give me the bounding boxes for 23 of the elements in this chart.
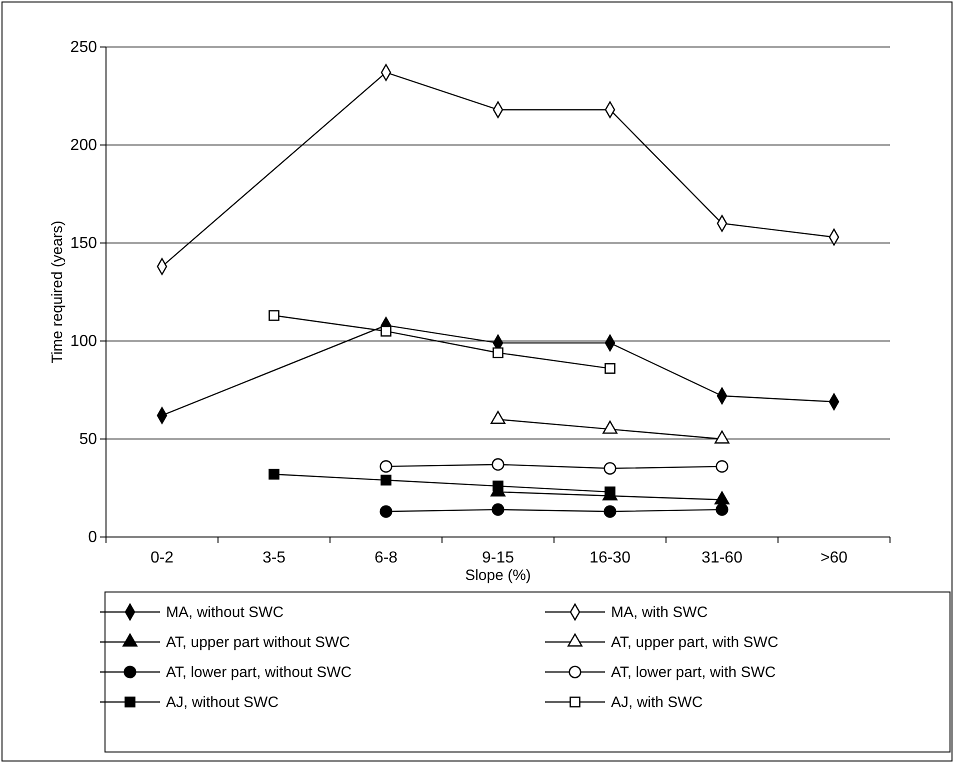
x-tick-label: >60 bbox=[820, 549, 848, 566]
y-tick-label: 250 bbox=[70, 39, 98, 56]
legend-label: MA, without SWC bbox=[166, 604, 284, 621]
y-tick-label: 200 bbox=[70, 137, 98, 154]
x-tick-label: 16-30 bbox=[590, 549, 631, 566]
y-tick-label: 50 bbox=[79, 431, 98, 448]
x-tick-label: 9-15 bbox=[482, 549, 514, 566]
y-axis-title: Time required (years) bbox=[49, 220, 66, 364]
legend-label: AT, upper part, with SWC bbox=[611, 634, 778, 651]
legend-label: AT, upper part without SWC bbox=[166, 634, 350, 651]
y-tick-label: 100 bbox=[70, 333, 98, 350]
x-tick-label: 3-5 bbox=[262, 549, 286, 566]
legend-label: MA, with SWC bbox=[611, 604, 708, 621]
y-tick-label: 150 bbox=[70, 235, 98, 252]
legend-label: AT, lower part, without SWC bbox=[166, 664, 352, 681]
x-tick-label: 0-2 bbox=[150, 549, 174, 566]
legend-label: AJ, without SWC bbox=[166, 694, 279, 711]
legend-label: AJ, with SWC bbox=[611, 694, 703, 711]
y-tick-label: 0 bbox=[88, 529, 98, 546]
legend-label: AT, lower part, with SWC bbox=[611, 664, 776, 681]
x-tick-label: 31-60 bbox=[702, 549, 743, 566]
x-tick-label: 6-8 bbox=[374, 549, 398, 566]
x-axis-title: Slope (%) bbox=[465, 567, 531, 584]
